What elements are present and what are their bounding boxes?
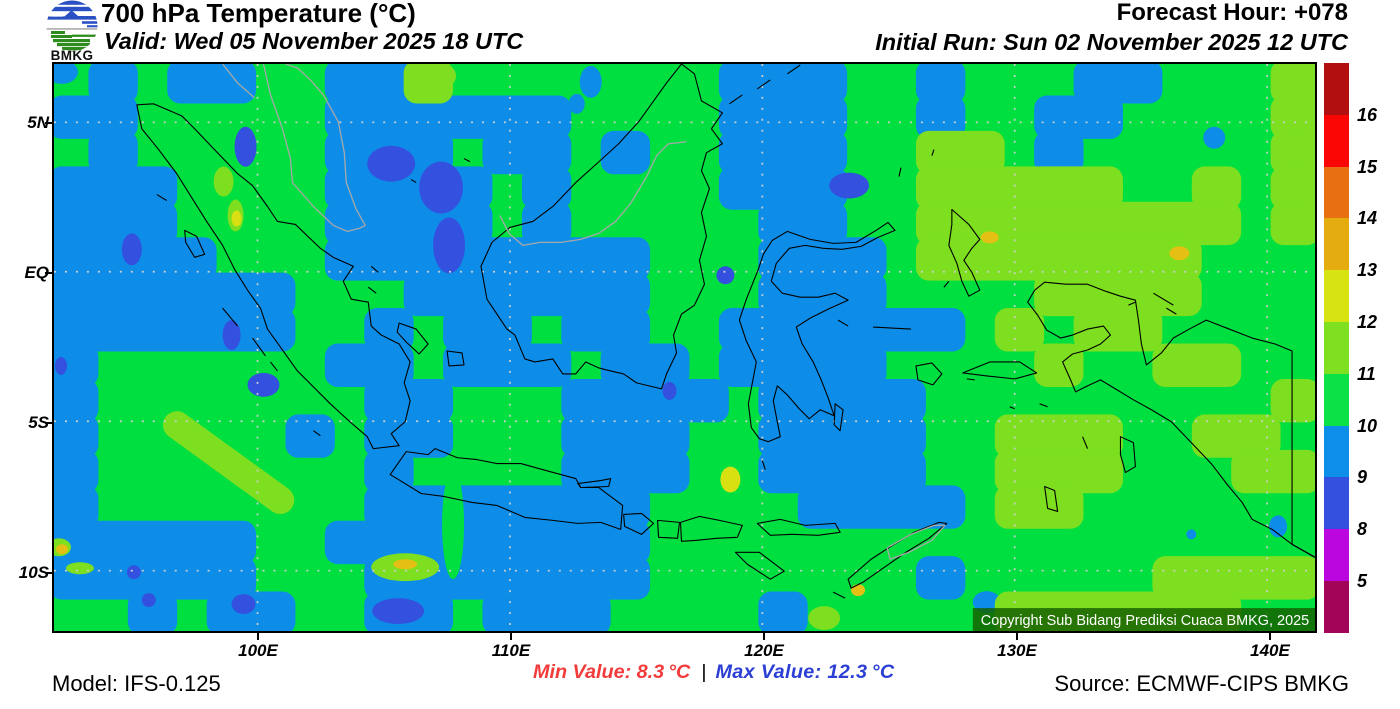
svg-text:BMKG: BMKG: [51, 48, 94, 62]
svg-text:Copyright Sub Bidang Prediksi: Copyright Sub Bidang Prediksi Cuaca BMKG…: [981, 613, 1309, 629]
